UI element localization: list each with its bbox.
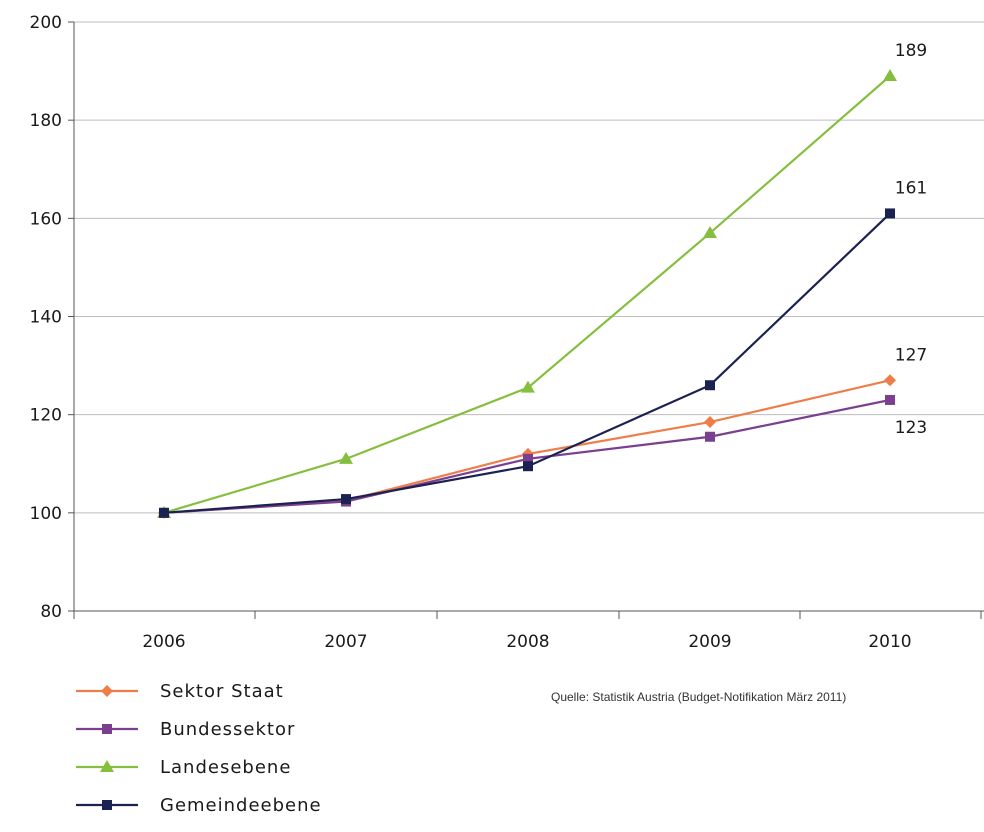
y-tick-labels: 80 100 120 140 160 180 200	[30, 13, 62, 622]
series-bundessektor	[159, 394, 895, 518]
legend: Sektor Staat Bundessektor Landesebene Gemei…	[74, 672, 322, 824]
data-point	[159, 507, 169, 518]
source-note: Quelle: Statistik Austria (Budget-Notifi…	[551, 690, 847, 704]
y-tick-label: 200	[30, 13, 62, 33]
legend-label: Gemeindeebene	[160, 794, 322, 816]
series-line	[163, 75, 891, 514]
legend-marker	[102, 800, 112, 810]
gridlines	[74, 21, 984, 514]
legend-label: Landesebene	[160, 756, 292, 778]
data-label: 189	[895, 41, 927, 61]
axes	[68, 21, 984, 619]
data-point	[884, 374, 896, 387]
data-point	[885, 208, 895, 219]
legend-marker	[100, 760, 114, 772]
data-label: 161	[895, 178, 927, 198]
legend-item: Gemeindeebene	[74, 786, 322, 824]
x-tick-label: 2008	[506, 632, 549, 652]
data-label: 123	[895, 418, 927, 438]
data-point	[341, 494, 351, 505]
x-tick-label: 2009	[688, 632, 731, 652]
data-point	[885, 394, 895, 405]
data-point	[883, 68, 897, 81]
y-tick-label: 80	[40, 602, 62, 622]
series-lines	[157, 68, 897, 519]
data-point	[705, 380, 715, 391]
data-point	[521, 380, 535, 393]
y-tick-label: 140	[30, 308, 62, 328]
legend-marker	[102, 724, 112, 734]
y-tick-label: 100	[30, 504, 62, 524]
x-tick-labels: 2006 2007 2008 2009 2010	[142, 632, 911, 652]
data-label: 127	[895, 345, 927, 365]
y-tick-label: 120	[30, 406, 62, 426]
data-point	[703, 226, 717, 239]
legend-swatch	[76, 685, 138, 697]
y-tick-label: 180	[30, 111, 62, 131]
legend-item: Sektor Staat	[74, 672, 322, 710]
series-line	[163, 379, 891, 514]
y-tick-label: 160	[30, 209, 62, 229]
x-tick-label: 2006	[142, 632, 185, 652]
data-point	[705, 431, 715, 442]
line-chart: 80 100 120 140 160 180 200 2006 2007 2008 2009 201…	[30, 13, 984, 652]
x-tick-label: 2007	[324, 632, 367, 652]
legend-item: Bundessektor	[74, 710, 322, 748]
legend-label: Bundessektor	[160, 718, 296, 740]
data-point	[704, 416, 716, 429]
data-point	[523, 453, 533, 464]
legend-swatch	[76, 800, 138, 810]
series-sektor-staat	[158, 374, 896, 519]
legend-label: Sektor Staat	[160, 680, 284, 702]
legend-marker	[101, 685, 113, 697]
legend-item: Landesebene	[74, 748, 322, 786]
series-gemeindeebene	[159, 208, 895, 518]
legend-swatch	[76, 724, 138, 734]
data-labels: 189 161 127 123	[895, 41, 927, 438]
data-point	[523, 461, 533, 472]
data-point	[339, 451, 353, 464]
legend-swatch	[76, 760, 138, 772]
x-tick-label: 2010	[868, 632, 911, 652]
